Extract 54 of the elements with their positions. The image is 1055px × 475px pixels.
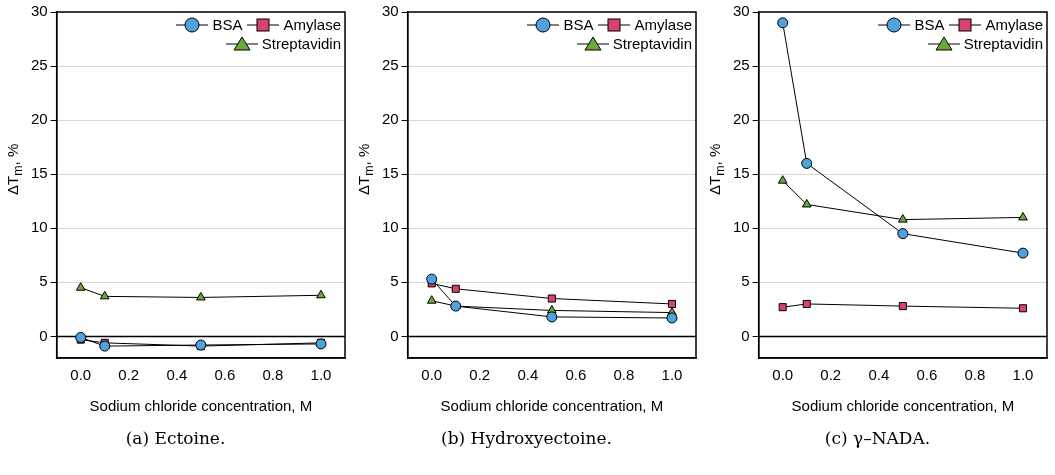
legend-label: Streptavidin bbox=[612, 35, 692, 52]
y-tick-label: 5 bbox=[741, 272, 750, 290]
x-tick-label: 0.8 bbox=[262, 366, 284, 384]
x-tick-label: 0.6 bbox=[214, 366, 236, 384]
x-tick-label: 0.6 bbox=[565, 366, 587, 384]
legend-label: BSA bbox=[914, 16, 945, 33]
y-tick-label: 0 bbox=[390, 326, 399, 344]
y-tick-label: 5 bbox=[39, 272, 48, 290]
x-tick-label: 0.8 bbox=[964, 366, 986, 384]
y-tick-label: 10 bbox=[31, 218, 48, 236]
x-tick-label: 0.4 bbox=[868, 366, 890, 384]
x-tick-label: 0.0 bbox=[70, 366, 92, 384]
x-tick-label: 0.2 bbox=[118, 366, 140, 384]
x-axis-title: Sodium chloride concentration, M bbox=[89, 397, 313, 415]
x-tick-label: 1.0 bbox=[1012, 366, 1034, 384]
legend-label: BSA bbox=[563, 16, 594, 33]
y-tick-label: 30 bbox=[733, 2, 750, 20]
x-tick-label: 0.4 bbox=[517, 366, 539, 384]
text: (b) Hydroxyectoine. bbox=[440, 428, 613, 448]
y-tick-label: 5 bbox=[390, 272, 399, 290]
text: (c) γ–NADA. bbox=[823, 428, 932, 448]
y-tick-label: 25 bbox=[733, 56, 750, 74]
x-axis-title: Sodium chloride concentration, M bbox=[440, 397, 664, 415]
x-tick-label: 1.0 bbox=[310, 366, 332, 384]
y-tick-label: 10 bbox=[382, 218, 399, 236]
x-tick-label: 0.0 bbox=[772, 366, 794, 384]
x-tick-label: 0.0 bbox=[421, 366, 443, 384]
legend-label: Amylase bbox=[283, 16, 341, 33]
x-tick-label: 0.4 bbox=[166, 366, 188, 384]
y-tick-label: 15 bbox=[382, 164, 399, 182]
x-tick-label: 1.0 bbox=[661, 366, 683, 384]
x-tick-label: 0.2 bbox=[469, 366, 491, 384]
text: (a) Ectoine. bbox=[124, 428, 227, 448]
y-tick-label: 20 bbox=[382, 110, 399, 128]
y-tick-label: 10 bbox=[733, 218, 750, 236]
legend-label: Streptavidin bbox=[963, 35, 1043, 52]
y-tick-label: 30 bbox=[31, 2, 48, 20]
x-tick-label: 0.6 bbox=[916, 366, 938, 384]
y-tick-label: 20 bbox=[31, 110, 48, 128]
x-tick-label: 0.8 bbox=[613, 366, 635, 384]
y-tick-label: 15 bbox=[733, 164, 750, 182]
y-tick-label: 25 bbox=[31, 56, 48, 74]
y-tick-label: 20 bbox=[733, 110, 750, 128]
y-tick-label: 30 bbox=[382, 2, 399, 20]
y-tick-label: 0 bbox=[741, 326, 750, 344]
x-tick-label: 0.2 bbox=[820, 366, 842, 384]
legend-label: BSA bbox=[212, 16, 243, 33]
legend-label: Streptavidin bbox=[261, 35, 341, 52]
x-axis-title: Sodium chloride concentration, M bbox=[791, 397, 1015, 415]
y-tick-label: 0 bbox=[39, 326, 48, 344]
legend-label: Amylase bbox=[985, 16, 1043, 33]
y-tick-label: 25 bbox=[382, 56, 399, 74]
y-tick-label: 15 bbox=[31, 164, 48, 182]
legend-label: Amylase bbox=[634, 16, 692, 33]
